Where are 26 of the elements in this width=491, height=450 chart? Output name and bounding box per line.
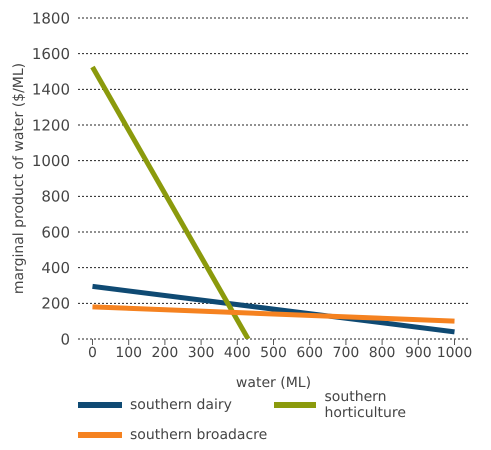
y-tick-label: 1000 xyxy=(32,152,70,170)
y-tick-label: 1200 xyxy=(32,116,70,134)
y-tick-label: 800 xyxy=(41,188,70,206)
legend-label: southern dairy xyxy=(130,397,232,413)
x-axis-title: water (ML) xyxy=(236,375,312,391)
x-tick-label: 700 xyxy=(332,344,360,361)
x-tick-label: 0 xyxy=(88,344,97,361)
y-tick-label: 400 xyxy=(41,258,70,277)
y-axis-title: marginal product of water ($/ML) xyxy=(10,62,27,294)
x-tick-label: 400 xyxy=(224,344,251,361)
legend-label: southern horticulture xyxy=(324,389,407,421)
y-tick-label: 1600 xyxy=(32,44,70,63)
x-tick-label: 100 xyxy=(115,344,142,361)
y-tick-label: 0 xyxy=(60,330,70,348)
x-tick-label: 600 xyxy=(296,344,324,361)
y-tick-label: 1800 xyxy=(32,9,70,28)
x-tick-label: 200 xyxy=(152,344,178,361)
legend-label: southern broadacre xyxy=(130,427,268,443)
x-tick-label: 500 xyxy=(260,344,287,361)
y-tick-label: 200 xyxy=(41,294,70,313)
x-tick-label: 800 xyxy=(368,344,396,361)
x-tick-label: 900 xyxy=(404,344,432,361)
x-tick-label: 1000 xyxy=(436,344,472,361)
y-tick-label: 600 xyxy=(41,223,70,242)
y-tick-label: 1400 xyxy=(32,80,70,99)
x-tick-label: 300 xyxy=(188,344,214,361)
